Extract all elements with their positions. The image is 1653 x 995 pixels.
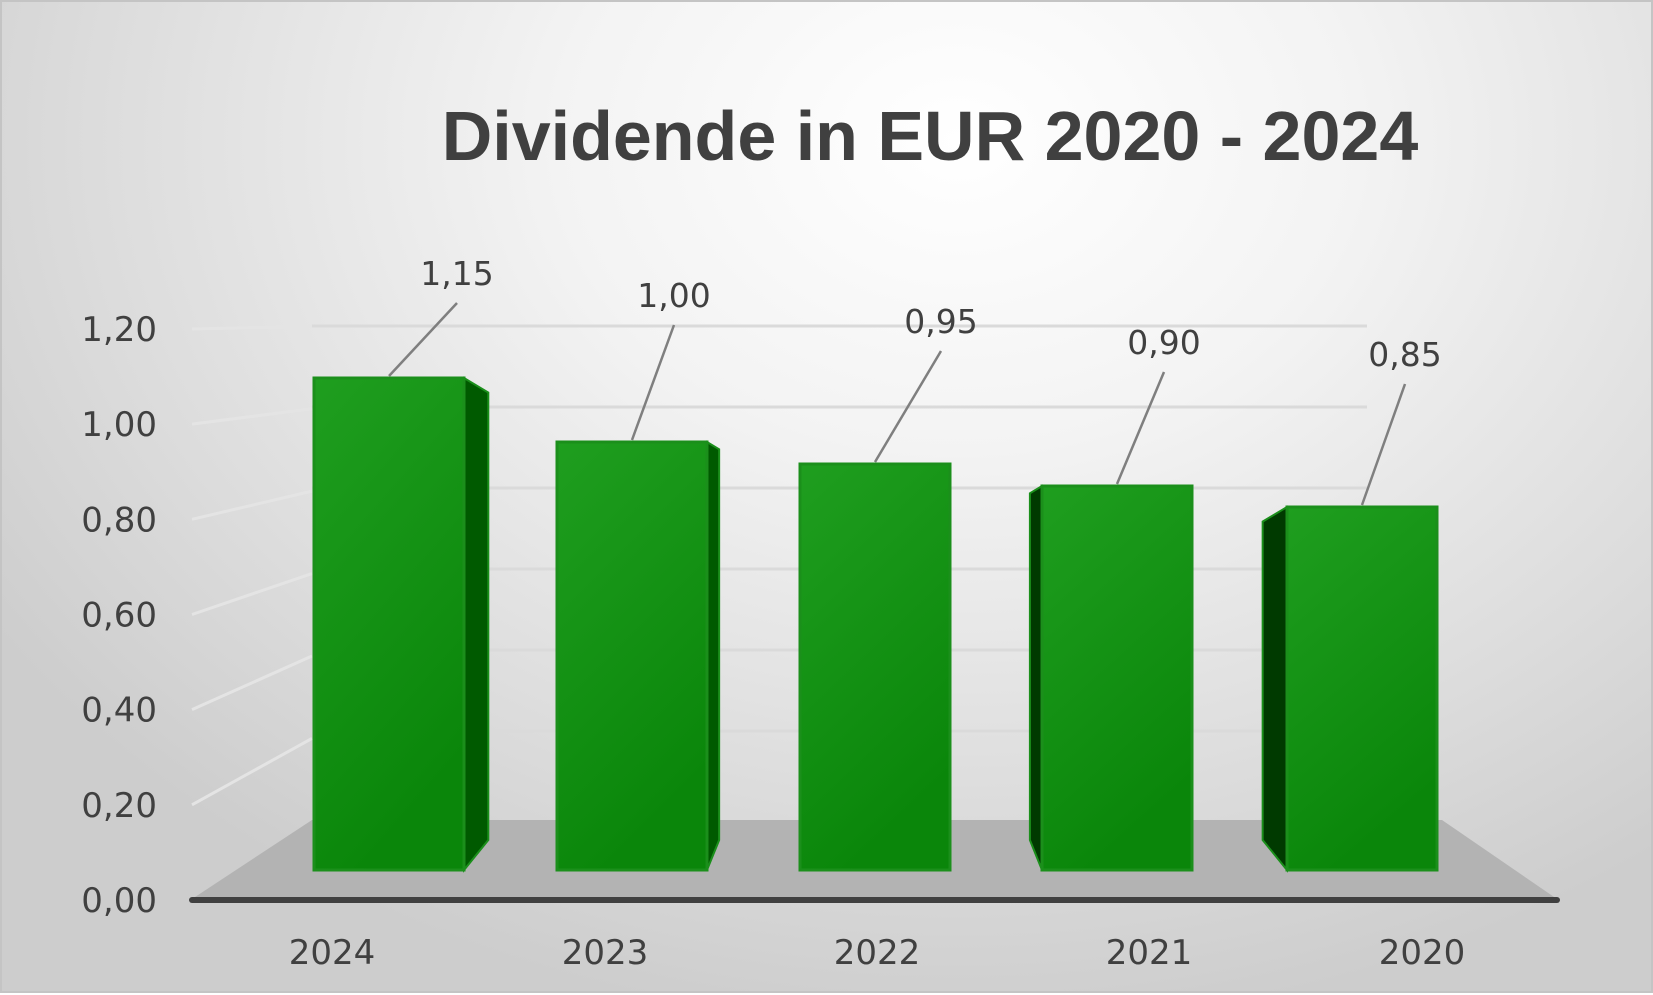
bar [1028,484,1194,872]
x-axis-categories: 2024 2023 2022 2021 2020 [289,933,1466,973]
leader-line [1360,383,1407,506]
data-label: 1,15 [388,254,494,377]
data-label: 0,85 [1360,335,1442,506]
y-tick-label: 1,00 [81,405,157,445]
chart-title: Dividende in EUR 2020 - 2024 [442,97,1419,175]
data-label-text: 0,90 [1127,323,1200,362]
x-category-label: 2022 [834,933,921,973]
gridline-wall [191,654,313,712]
data-label: 0,90 [1115,323,1201,485]
bar-front-face [1040,484,1194,872]
gridline-wall [191,407,313,426]
data-label: 0,95 [873,302,978,463]
data-label-text: 1,15 [420,254,493,293]
leader-line [1115,371,1166,485]
bar-front-face [312,376,466,872]
x-category-label: 2023 [562,933,649,973]
y-tick-label: 0,80 [81,500,157,540]
gridline-wall [191,489,313,521]
leader-line [873,350,943,463]
data-label-text: 0,95 [904,302,977,341]
x-category-label: 2021 [1106,933,1193,973]
leader-line [630,324,676,441]
bar-side-face [1028,484,1043,871]
y-tick-label: 0,40 [81,691,157,731]
data-label-text: 1,00 [637,276,710,315]
y-tick-label: 0,20 [81,786,157,826]
bar [555,440,721,872]
data-label-text: 0,85 [1368,335,1441,374]
leader-line [388,302,458,377]
data-label: 1,00 [630,276,711,441]
data-labels: 1,15 1,00 0,95 0,90 0,85 [388,254,1442,506]
x-category-label: 2024 [289,933,376,973]
bar-side-face [706,440,721,871]
bars [312,376,1439,873]
y-tick-label: 1,20 [81,310,157,350]
bar-front-face [555,440,709,872]
y-axis-ticks: 0,00 0,20 0,40 0,60 0,80 1,00 1,20 [81,310,157,921]
bar [312,376,490,873]
bar-front-face [798,462,952,872]
gridline-wall [191,572,313,616]
bar [798,462,952,872]
y-tick-label: 0,60 [81,596,157,636]
bar-front-face [1285,505,1439,872]
x-category-label: 2020 [1379,933,1466,973]
gridline-wall [191,324,313,331]
bar-side-face [1261,505,1288,873]
bar [1261,505,1439,873]
bar-side-face [463,376,490,873]
gridline-wall [191,737,313,807]
y-tick-label: 0,00 [81,881,157,921]
